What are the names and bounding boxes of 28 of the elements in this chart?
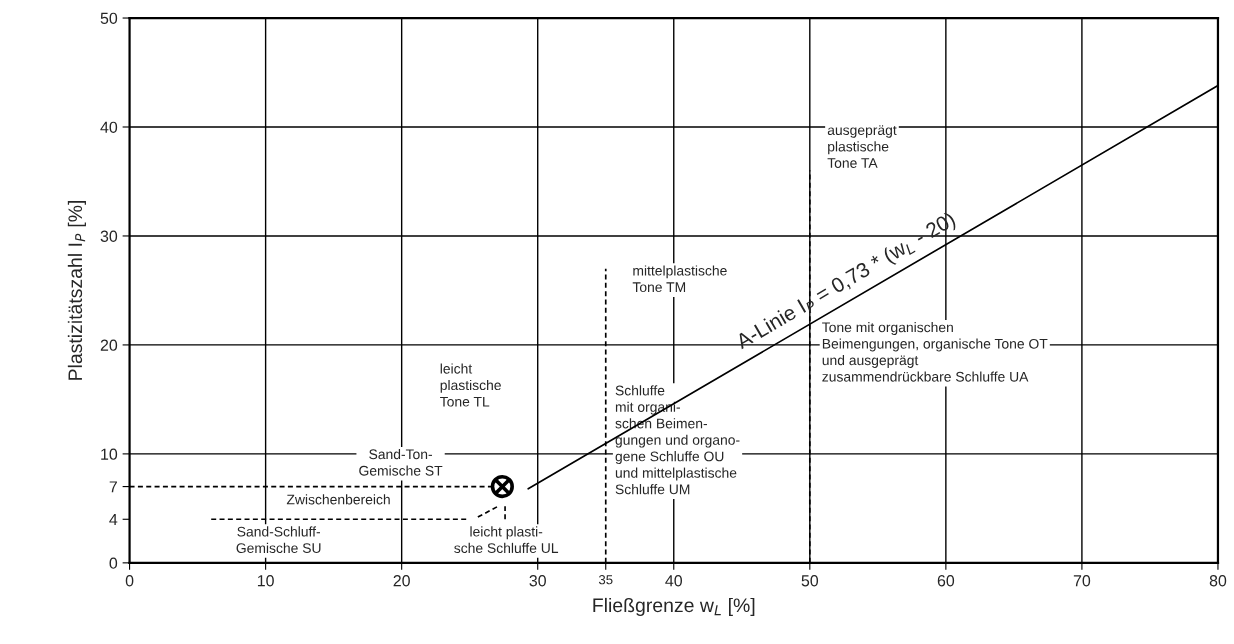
annotation: Tone mit organischen Beimengungen, organische Tone OT und ausgeprägt zusammendrückbare Schluffe UA	[822, 322, 1048, 382]
annotation: leicht plasti- sche Schluffe UL	[454, 526, 559, 554]
annotation: Sand-Ton- Gemische ST	[359, 448, 443, 476]
y-tick-label: 50	[100, 12, 118, 24]
x-axis-title: Fließgrenze w$_{L}$ [%]	[593, 597, 755, 617]
y-tick-label: 10	[101, 448, 118, 460]
x-tick-label: 60	[937, 575, 955, 587]
x-tick-label: 80	[1209, 575, 1227, 587]
annotation: ausgeprägt plastische Tone TA	[827, 125, 897, 168]
x-tick-label: 50	[801, 575, 819, 587]
y-axis-title: Plastizitätszahl I$_{P}$ [%]	[67, 201, 86, 380]
y-tick-label: 4	[109, 514, 118, 526]
x-tick-label: 20	[393, 575, 410, 587]
x-tick-label: 30	[529, 575, 546, 587]
x-tick-label: 10	[257, 575, 274, 587]
y-tick-label: 0	[109, 557, 118, 569]
annotation: Zwischenbereich	[286, 494, 390, 505]
y-tick-label: 7	[109, 481, 117, 493]
annotation: mittelplastische Tone TM	[632, 265, 727, 293]
x-tick-label: 0	[125, 575, 134, 587]
y-tick-label: 30	[100, 230, 118, 242]
x-tick-label: 70	[1073, 575, 1091, 587]
x-tick-label: 35	[598, 575, 613, 585]
annotation: leicht plastische Tone TL	[440, 363, 501, 407]
y-tick-label: 20	[100, 339, 118, 351]
annotation: Sand-Schluff- Gemische SU	[236, 526, 321, 554]
x-tick-label: 40	[665, 575, 683, 587]
y-tick-label: 40	[100, 121, 118, 133]
